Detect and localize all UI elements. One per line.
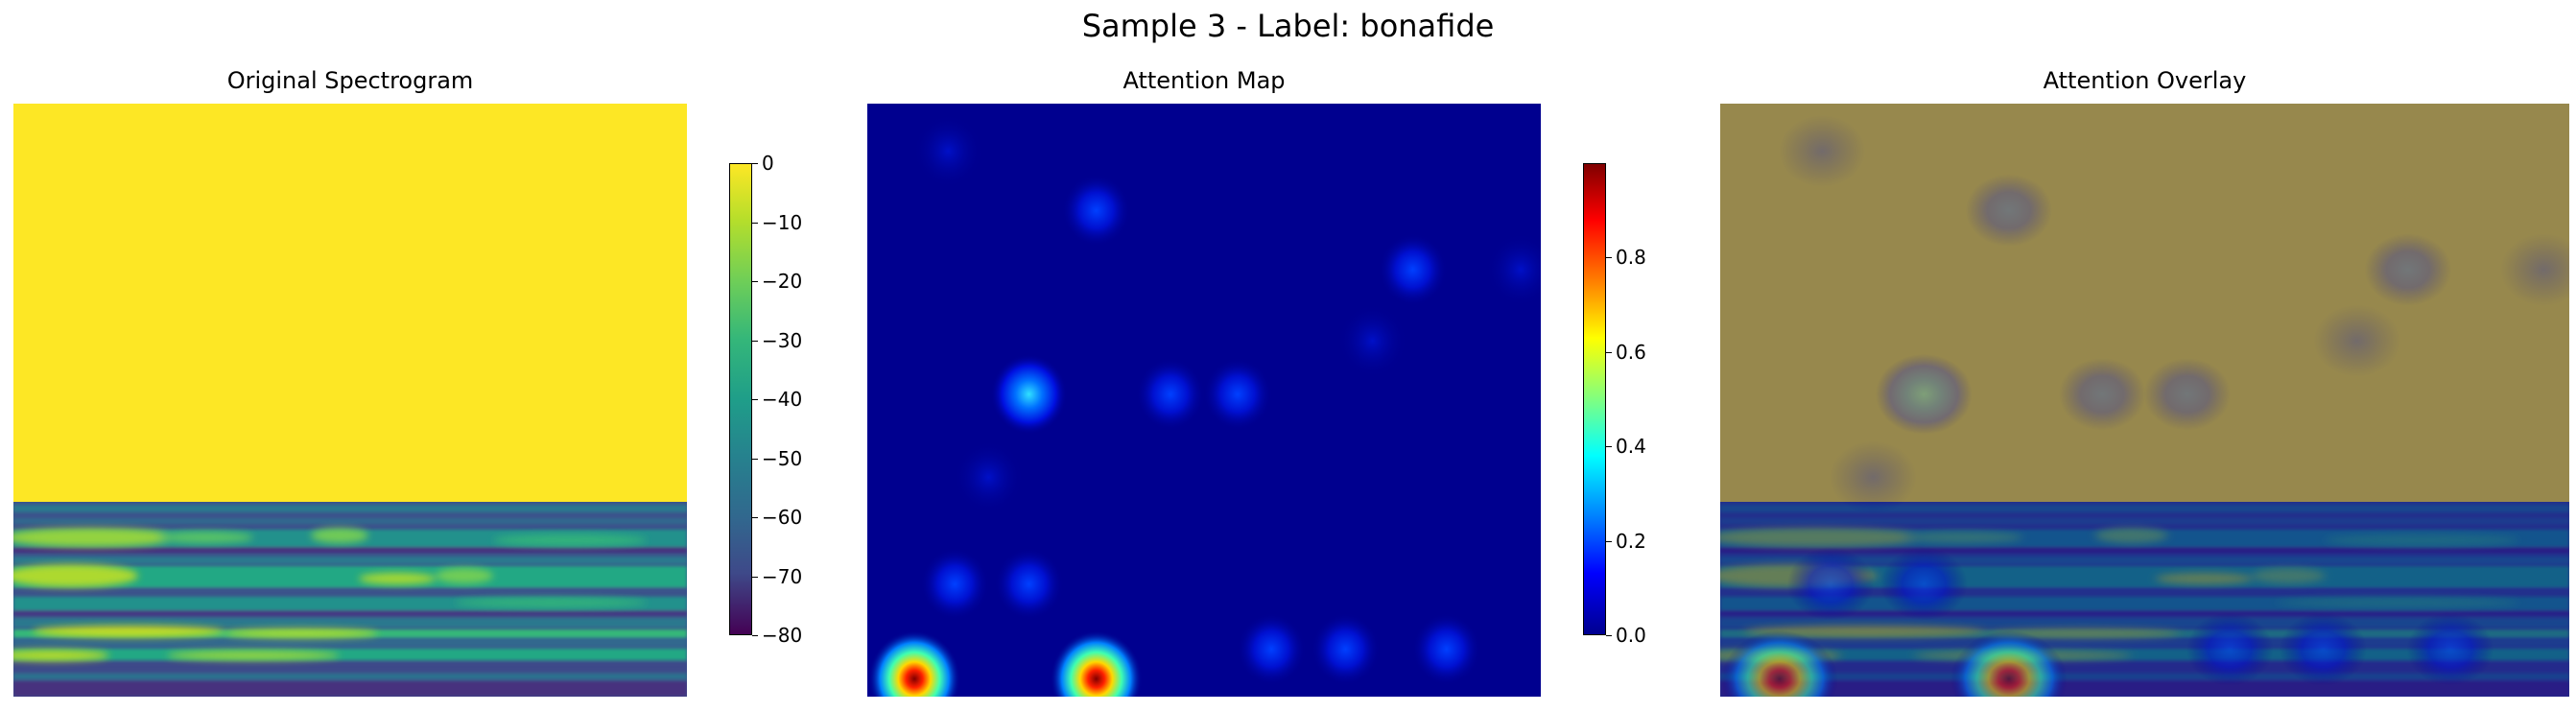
spectrogram-colorbar bbox=[729, 163, 752, 635]
colorbar-tick-label: −40 bbox=[762, 388, 803, 411]
colorbar-tick-label: −30 bbox=[762, 328, 803, 352]
attention-hotspot bbox=[2186, 612, 2274, 686]
attention-hotspot bbox=[954, 440, 1024, 514]
overlay-image bbox=[1720, 104, 2569, 697]
colorbar-tick-label: 0.6 bbox=[1616, 340, 1646, 364]
colorbar-tick-label: −60 bbox=[762, 506, 803, 529]
attention-colorbar bbox=[1583, 163, 1606, 635]
attention-hotspot bbox=[1950, 630, 2068, 697]
attention-hotspot bbox=[1721, 630, 1838, 697]
colorbar-tick-mark bbox=[752, 517, 758, 518]
attention-hotspot bbox=[1880, 547, 1968, 621]
attention-hotspot bbox=[913, 114, 983, 188]
colorbar-tick-mark bbox=[752, 340, 758, 342]
attention-hotspot bbox=[1237, 612, 1307, 686]
colorbar-tick-label: 0.2 bbox=[1616, 529, 1646, 553]
attention-hotspot bbox=[1311, 612, 1381, 686]
attention-hotspot bbox=[990, 353, 1068, 435]
overlay-title: Attention Overlay bbox=[2043, 67, 2247, 94]
colorbar-tick-label: 0.4 bbox=[1616, 435, 1646, 459]
attention-hotspot bbox=[1061, 174, 1131, 248]
attention-hotspot bbox=[1485, 233, 1541, 306]
colorbar-tick-label: −70 bbox=[762, 564, 803, 588]
attention-hotspot bbox=[1203, 358, 1273, 431]
figure-title: Sample 3 - Label: bonafide bbox=[1081, 8, 1495, 44]
attention-hotspot bbox=[1411, 612, 1481, 686]
colorbar-tick-mark bbox=[1606, 446, 1612, 448]
attention-map-image bbox=[867, 104, 1541, 697]
colorbar-tick-mark bbox=[1606, 540, 1612, 542]
colorbar-tick-mark bbox=[752, 399, 758, 400]
colorbar-tick-mark bbox=[752, 458, 758, 460]
spectrogram-title: Original Spectrogram bbox=[226, 67, 474, 94]
colorbar-tick-label: −80 bbox=[762, 624, 803, 647]
colorbar-tick-mark bbox=[752, 576, 758, 578]
attention-hotspot bbox=[1378, 233, 1448, 306]
colorbar-tick-label: 0.0 bbox=[1616, 624, 1646, 647]
colorbar-tick-mark bbox=[752, 635, 758, 636]
colorbar-tick-label: −10 bbox=[762, 210, 803, 234]
attention-hotspot bbox=[994, 547, 1064, 621]
attention-hotspot bbox=[2279, 612, 2367, 686]
colorbar-tick-mark bbox=[752, 222, 758, 224]
colorbar-tick-label: 0.8 bbox=[1616, 246, 1646, 270]
attention-hotspot bbox=[2406, 612, 2494, 686]
spectrogram-image bbox=[13, 104, 687, 697]
attention-hotspot bbox=[920, 547, 990, 621]
colorbar-tick-label: −50 bbox=[762, 446, 803, 470]
attention-hotspot bbox=[868, 630, 961, 697]
colorbar-tick-mark bbox=[752, 281, 758, 282]
colorbar-tick-mark bbox=[752, 163, 758, 164]
attention-hotspot bbox=[1050, 630, 1143, 697]
attention-hotspot bbox=[1135, 358, 1205, 431]
colorbar-tick-mark bbox=[1606, 257, 1612, 259]
colorbar-tick-label: −20 bbox=[762, 270, 803, 293]
colorbar-tick-mark bbox=[1606, 635, 1612, 636]
attention-hotspot bbox=[1337, 304, 1407, 377]
attention-map-title: Attention Map bbox=[1123, 67, 1286, 94]
colorbar-tick-mark bbox=[1606, 351, 1612, 353]
colorbar-tick-label: 0 bbox=[762, 152, 774, 175]
attention-hotspot bbox=[1786, 547, 1875, 621]
